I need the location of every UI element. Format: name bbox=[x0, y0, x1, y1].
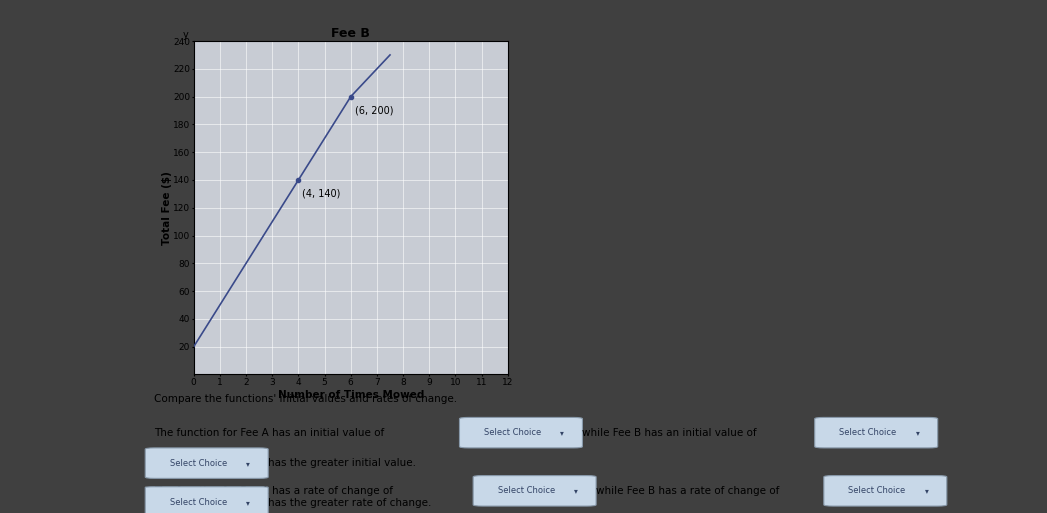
Text: (4, 140): (4, 140) bbox=[303, 189, 340, 199]
Text: Select Choice: Select Choice bbox=[848, 486, 906, 496]
Text: y: y bbox=[183, 30, 188, 40]
Y-axis label: Total Fee ($): Total Fee ($) bbox=[161, 171, 172, 245]
Text: has the greater initial value.: has the greater initial value. bbox=[268, 458, 417, 468]
X-axis label: Number of Times Mowed: Number of Times Mowed bbox=[277, 390, 424, 400]
FancyBboxPatch shape bbox=[473, 476, 596, 506]
Text: Select Choice: Select Choice bbox=[170, 498, 227, 507]
Text: The function for Fee A has a rate of change of: The function for Fee A has a rate of cha… bbox=[154, 486, 394, 496]
Text: Select Choice: Select Choice bbox=[497, 486, 555, 496]
FancyBboxPatch shape bbox=[146, 487, 268, 513]
Text: Compare the functions' initial values and rates of change.: Compare the functions' initial values an… bbox=[154, 394, 458, 404]
FancyBboxPatch shape bbox=[460, 418, 582, 448]
FancyBboxPatch shape bbox=[824, 476, 946, 506]
Text: ▾: ▾ bbox=[246, 498, 250, 507]
Text: ▾: ▾ bbox=[925, 486, 929, 496]
FancyBboxPatch shape bbox=[815, 418, 938, 448]
Title: Fee B: Fee B bbox=[331, 27, 371, 40]
Text: The function for Fee A has an initial value of: The function for Fee A has an initial va… bbox=[154, 428, 384, 438]
Text: ▾: ▾ bbox=[916, 428, 919, 437]
FancyBboxPatch shape bbox=[146, 448, 268, 478]
Text: has the greater rate of change.: has the greater rate of change. bbox=[268, 498, 431, 508]
Text: ▾: ▾ bbox=[560, 428, 564, 437]
Text: ▾: ▾ bbox=[246, 459, 250, 468]
Text: while Fee B has a rate of change of: while Fee B has a rate of change of bbox=[596, 486, 779, 496]
Text: Select Choice: Select Choice bbox=[840, 428, 896, 437]
Text: while Fee B has an initial value of: while Fee B has an initial value of bbox=[582, 428, 757, 438]
Text: (6, 200): (6, 200) bbox=[355, 105, 394, 115]
Text: ▾: ▾ bbox=[574, 486, 578, 496]
Text: Select Choice: Select Choice bbox=[484, 428, 541, 437]
Text: Select Choice: Select Choice bbox=[170, 459, 227, 468]
